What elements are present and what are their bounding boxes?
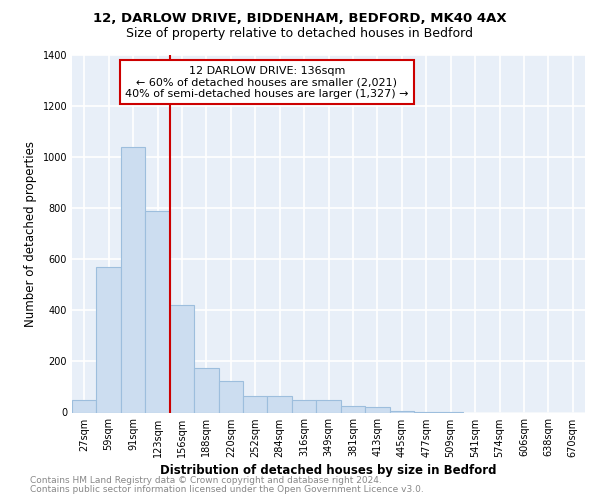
- Bar: [365, 408, 389, 412]
- X-axis label: Distribution of detached houses by size in Bedford: Distribution of detached houses by size …: [160, 464, 497, 477]
- Bar: [389, 411, 414, 412]
- Bar: [194, 368, 218, 412]
- Bar: [316, 400, 341, 412]
- Text: Contains HM Land Registry data © Crown copyright and database right 2024.: Contains HM Land Registry data © Crown c…: [30, 476, 382, 485]
- Bar: [243, 396, 268, 412]
- Bar: [72, 400, 97, 412]
- Text: Contains public sector information licensed under the Open Government Licence v3: Contains public sector information licen…: [30, 485, 424, 494]
- Bar: [292, 400, 316, 412]
- Bar: [121, 147, 145, 412]
- Bar: [97, 267, 121, 412]
- Bar: [268, 396, 292, 412]
- Text: 12, DARLOW DRIVE, BIDDENHAM, BEDFORD, MK40 4AX: 12, DARLOW DRIVE, BIDDENHAM, BEDFORD, MK…: [93, 12, 507, 26]
- Bar: [341, 406, 365, 412]
- Y-axis label: Number of detached properties: Number of detached properties: [24, 141, 37, 327]
- Bar: [170, 305, 194, 412]
- Bar: [145, 211, 170, 412]
- Bar: [218, 380, 243, 412]
- Text: 12 DARLOW DRIVE: 136sqm
← 60% of detached houses are smaller (2,021)
40% of semi: 12 DARLOW DRIVE: 136sqm ← 60% of detache…: [125, 66, 409, 99]
- Text: Size of property relative to detached houses in Bedford: Size of property relative to detached ho…: [127, 28, 473, 40]
